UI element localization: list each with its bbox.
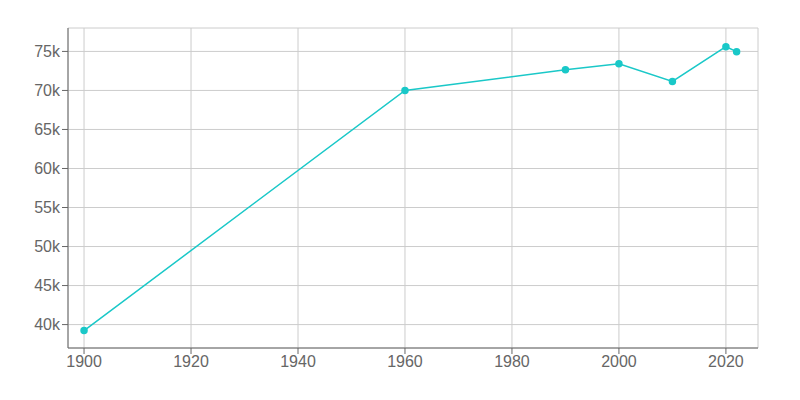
svg-text:70k: 70k [34,82,61,99]
svg-text:55k: 55k [34,199,61,216]
svg-text:1940: 1940 [280,353,316,370]
svg-text:1900: 1900 [66,353,102,370]
svg-text:75k: 75k [34,43,61,60]
svg-text:40k: 40k [34,316,61,333]
svg-text:2000: 2000 [601,353,637,370]
svg-text:50k: 50k [34,238,61,255]
svg-text:2020: 2020 [708,353,744,370]
svg-text:65k: 65k [34,121,61,138]
svg-text:1920: 1920 [173,353,209,370]
svg-text:1960: 1960 [387,353,423,370]
svg-text:45k: 45k [34,277,61,294]
svg-text:60k: 60k [34,160,61,177]
svg-text:1980: 1980 [494,353,530,370]
